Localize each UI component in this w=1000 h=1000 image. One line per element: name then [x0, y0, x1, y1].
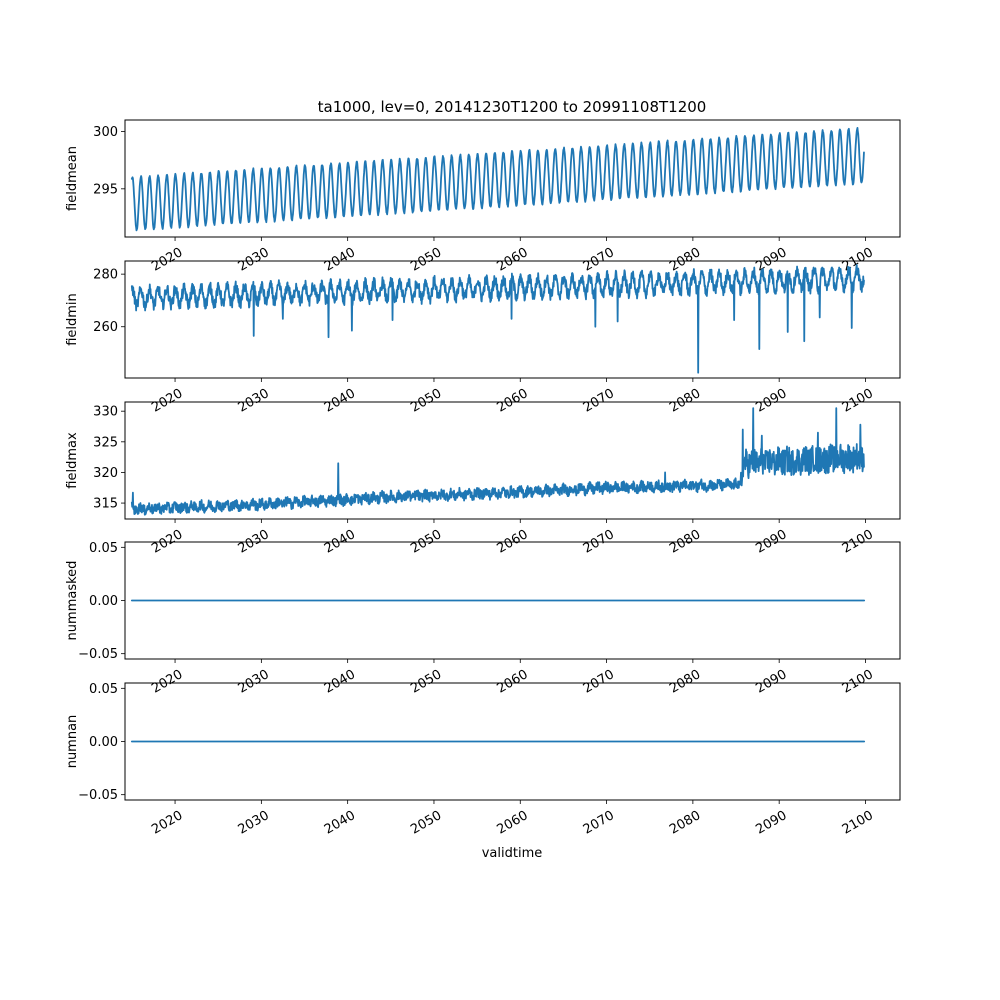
nummasked-axis-label: nummasked [65, 561, 80, 641]
fieldmin-ytick-label: 280 [93, 268, 118, 283]
fieldmax-axis-label: fieldmax [65, 432, 80, 489]
fieldmin-ytick-label: 260 [93, 320, 118, 335]
fieldmin-series-line [130, 264, 865, 374]
numnan-ytick-label: 0.05 [89, 682, 118, 697]
x-axis-label: validtime [482, 846, 543, 861]
fieldmean-axes-frame [124, 119, 901, 238]
nummasked-ytick-label: −0.05 [78, 647, 118, 662]
fieldmax-ytick-label: 325 [93, 435, 118, 450]
figure-title: ta1000, lev=0, 20141230T1200 to 20991108… [318, 98, 707, 116]
fieldmean-ytick-label: 300 [93, 125, 118, 140]
fieldmax-axes-frame [124, 401, 901, 520]
nummasked-ytick-label: 0.05 [89, 541, 118, 556]
nummasked-ytick-label: 0.00 [89, 594, 118, 609]
numnan-ytick-label: −0.05 [78, 788, 118, 803]
fieldmax-series-line [130, 407, 865, 516]
fieldmax-ytick-label: 320 [93, 466, 118, 481]
fieldmin-axes-frame [124, 260, 901, 379]
fieldmean-series-line [130, 127, 865, 232]
fieldmax-ytick-label: 330 [93, 405, 118, 420]
fieldmin-axis-label: fieldmin [65, 293, 80, 346]
fieldmax-ytick-label: 315 [93, 497, 118, 512]
numnan-ytick-label: 0.00 [89, 735, 118, 750]
numnan-axis-label: numnan [65, 715, 80, 769]
fieldmean-ytick-label: 295 [93, 182, 118, 197]
fieldmean-axis-label: fieldmean [65, 146, 80, 211]
